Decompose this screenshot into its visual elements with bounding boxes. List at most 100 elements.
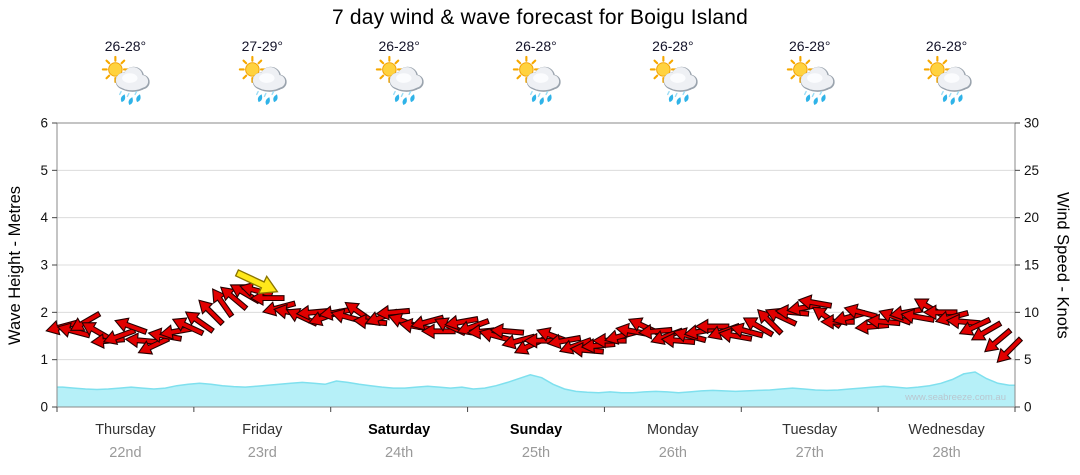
cloud-part bbox=[115, 66, 151, 92]
rain-part bbox=[119, 90, 141, 106]
wind-barb bbox=[958, 316, 992, 336]
chart-title: 7 day wind & wave forecast for Boigu Isl… bbox=[332, 6, 748, 29]
cloud-part bbox=[937, 66, 972, 92]
days-header: 26-28° bbox=[57, 38, 1015, 122]
wind-barb bbox=[945, 313, 981, 330]
rain-part bbox=[666, 90, 689, 106]
wind-barb bbox=[212, 288, 235, 319]
wind-barb bbox=[249, 290, 285, 307]
weather-icon-wrap bbox=[509, 55, 563, 112]
wind-barb bbox=[444, 314, 479, 331]
wind-barb bbox=[69, 310, 102, 331]
wind-barb bbox=[124, 332, 160, 349]
svg-text:15: 15 bbox=[1024, 258, 1039, 273]
svg-text:2: 2 bbox=[40, 305, 48, 320]
day-name-label: Monday bbox=[647, 422, 699, 438]
wind-barb bbox=[729, 322, 764, 339]
temperature-range: 26-28° bbox=[925, 38, 968, 54]
svg-text:20: 20 bbox=[1024, 210, 1039, 225]
day-forecast-saturday: 26-28° bbox=[331, 38, 468, 122]
day-name-label: Tuesday bbox=[782, 422, 838, 438]
day-date-label: 24th bbox=[385, 445, 413, 461]
cloud-part bbox=[526, 66, 561, 92]
wind-barb bbox=[114, 317, 148, 335]
svg-text:1: 1 bbox=[40, 352, 48, 367]
right-tick-labels: 0 5 10 15 20 25 30 bbox=[1015, 116, 1039, 415]
wind-barb bbox=[295, 304, 331, 321]
wind-barb-series bbox=[45, 281, 1024, 363]
rain-part bbox=[940, 90, 963, 106]
wind-barb bbox=[660, 332, 696, 349]
day-date-label: 28th bbox=[932, 445, 960, 461]
right-axis-label: Wind Speed - Knots bbox=[1053, 191, 1072, 339]
temperature-range: 27-29° bbox=[241, 38, 283, 54]
day-date-label: 23rd bbox=[248, 445, 277, 461]
cloud-part bbox=[663, 66, 698, 92]
weather-icon-wrap bbox=[920, 55, 974, 112]
wave-area-series bbox=[57, 371, 1015, 407]
wind-barb bbox=[922, 304, 958, 321]
wind-barb bbox=[757, 309, 784, 336]
bottom-ticks bbox=[56, 407, 1016, 412]
wind-barb bbox=[843, 303, 878, 320]
sun-cloud-rain-icon bbox=[923, 55, 972, 106]
svg-text:4: 4 bbox=[40, 210, 48, 225]
sun-cloud-rain-icon bbox=[786, 55, 835, 106]
left-tick-labels: 0 1 2 3 4 5 6 bbox=[40, 116, 57, 415]
rain-part bbox=[803, 90, 826, 106]
wind-barb bbox=[478, 327, 513, 344]
right-axis-label-wrap: Wind Speed - Knots bbox=[1046, 123, 1078, 407]
sun-cloud-rain-icon bbox=[102, 55, 151, 106]
day-date-label: 27th bbox=[796, 445, 824, 461]
cloud-part bbox=[800, 66, 835, 92]
temperature-range: 26-28° bbox=[515, 38, 557, 54]
day-name-label: Wednesday bbox=[908, 422, 985, 438]
day-forecast-monday: 26-28° bbox=[604, 38, 741, 122]
weather-icon-wrap bbox=[646, 55, 700, 112]
cloud-part bbox=[389, 66, 424, 92]
day-date-label: 25th bbox=[522, 445, 550, 461]
wind-barb bbox=[694, 318, 730, 335]
highlight-wind-barb bbox=[234, 269, 279, 295]
wind-barb bbox=[970, 320, 1003, 341]
svg-text:0: 0 bbox=[40, 400, 48, 415]
wind-barb bbox=[501, 333, 536, 350]
wind-barb bbox=[717, 327, 753, 344]
weather-icon-wrap bbox=[372, 55, 426, 112]
day-labels: Thursday 22nd Friday 23rd Saturday 24th Sunday… bbox=[95, 422, 985, 461]
day-date-label: 22nd bbox=[109, 445, 141, 461]
watermark: www.seabreeze.com.au bbox=[904, 392, 1006, 403]
day-name-label: Thursday bbox=[95, 422, 156, 438]
wind-barb bbox=[742, 317, 775, 338]
temperature-range: 26-28° bbox=[652, 38, 694, 54]
rain-part bbox=[256, 90, 278, 106]
day-name-label: Saturday bbox=[368, 422, 430, 438]
wind-barb bbox=[546, 333, 582, 350]
day-date-label: 26th bbox=[659, 445, 687, 461]
svg-text:25: 25 bbox=[1024, 163, 1039, 178]
wind-barb bbox=[489, 322, 525, 339]
sun-cloud-rain-icon bbox=[375, 55, 424, 106]
temperature-range: 26-28° bbox=[789, 38, 831, 54]
svg-text:3: 3 bbox=[40, 258, 48, 273]
wind-barb bbox=[102, 327, 137, 345]
wind-barb bbox=[171, 317, 205, 337]
wind-barb bbox=[219, 286, 249, 311]
wind-barb bbox=[996, 336, 1024, 363]
wind-barb bbox=[764, 308, 798, 327]
day-name-label: Friday bbox=[242, 422, 283, 438]
wind-barb bbox=[637, 323, 673, 340]
svg-text:0: 0 bbox=[1024, 400, 1032, 415]
day-forecast-friday: 27-29° bbox=[194, 38, 331, 122]
sun-cloud-rain-icon bbox=[512, 55, 561, 106]
cloud-part bbox=[252, 66, 287, 92]
wind-barb bbox=[184, 311, 215, 334]
svg-text:5: 5 bbox=[40, 163, 48, 178]
svg-text:10: 10 bbox=[1024, 305, 1039, 320]
rain-part bbox=[393, 90, 415, 106]
day-name-label: Sunday bbox=[510, 422, 562, 438]
weather-icon-wrap bbox=[98, 55, 152, 112]
wind-barb bbox=[198, 299, 225, 327]
